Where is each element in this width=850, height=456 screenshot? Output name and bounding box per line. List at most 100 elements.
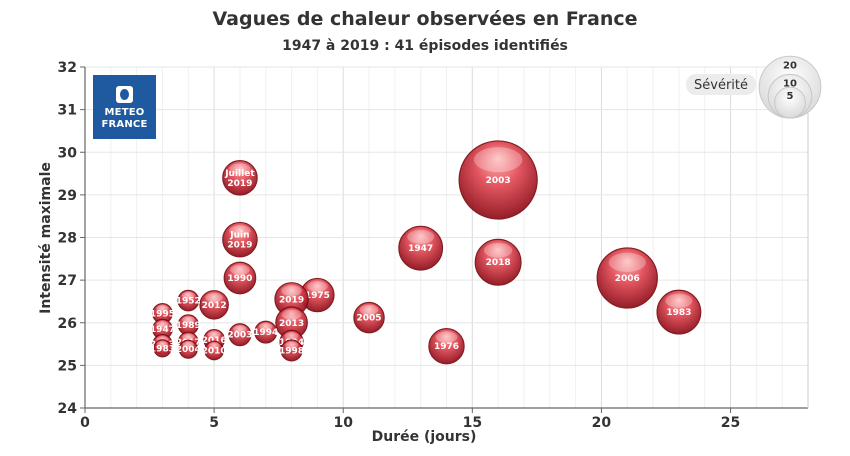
bubble-label: 1947 bbox=[408, 244, 433, 254]
y-tick-label: 32 bbox=[58, 60, 77, 76]
x-axis-label: Durée (jours) bbox=[372, 429, 477, 445]
bubble-label: 2013 bbox=[279, 319, 304, 329]
bubble-circle bbox=[199, 290, 229, 320]
bubble-circle bbox=[254, 320, 278, 344]
bubble-circle bbox=[474, 238, 522, 286]
bubble: 2018 bbox=[474, 238, 522, 286]
bubble-circle bbox=[353, 301, 385, 334]
bubble-label: 2019 bbox=[227, 179, 252, 189]
bubble-circle bbox=[596, 247, 658, 309]
bubble-label: 2019 bbox=[227, 241, 252, 251]
bubble: 1983 bbox=[656, 289, 702, 335]
bubble-highlight bbox=[608, 252, 646, 272]
axes: 0 5 10 15 20 25 24 25 26 27 28 29 30 31 32 bbox=[58, 60, 809, 431]
bubble-circle bbox=[177, 289, 200, 312]
y-tick-label: 26 bbox=[58, 316, 77, 332]
bubble: 2006 bbox=[596, 247, 658, 309]
legend-title: Sévérité bbox=[694, 78, 748, 93]
x-tick-label: 10 bbox=[333, 415, 353, 431]
bubble-highlight bbox=[229, 163, 251, 175]
bubble-highlight bbox=[207, 331, 221, 338]
bubble: 2003 bbox=[458, 140, 538, 220]
legend-size-circle bbox=[774, 86, 806, 119]
bubble-highlight bbox=[665, 293, 693, 308]
bubble-highlight bbox=[281, 309, 302, 320]
bubble-highlight bbox=[156, 320, 169, 328]
bubble: 2013 bbox=[275, 306, 308, 340]
bubble-label: 1947 bbox=[150, 325, 175, 335]
bubble-highlight bbox=[156, 305, 169, 312]
bubble-highlight bbox=[258, 322, 273, 330]
bubble: 2003 bbox=[227, 323, 252, 347]
bubble-highlight bbox=[182, 316, 195, 323]
bubble-label: 1990 bbox=[227, 274, 252, 284]
bubbles: 200320062018198319471976Juillet2019Juin2… bbox=[150, 140, 702, 365]
bubble: 1994 bbox=[253, 320, 278, 344]
y-tick-label: 31 bbox=[58, 103, 77, 119]
bubble: 1952 bbox=[176, 289, 201, 312]
bubble-circle bbox=[222, 160, 258, 196]
bubble-highlight bbox=[230, 264, 250, 275]
x-tick-label: 20 bbox=[592, 415, 612, 431]
bubble-highlight bbox=[307, 281, 328, 292]
x-tick-label: 25 bbox=[721, 415, 740, 431]
bubble-circle bbox=[656, 289, 702, 335]
y-tick-label: 28 bbox=[58, 231, 77, 247]
bubble-label: 2003 bbox=[486, 176, 511, 186]
logo-text-line-1: METEO bbox=[104, 107, 145, 118]
bubble: 1995 bbox=[150, 303, 175, 324]
bubble-label: 1976 bbox=[434, 342, 459, 352]
bubble-circle bbox=[204, 340, 224, 361]
bubble-label: 1989 bbox=[176, 321, 201, 331]
bubble-circle bbox=[428, 328, 465, 365]
bubble-circle bbox=[398, 225, 444, 271]
bubble-highlight bbox=[157, 341, 168, 347]
x-tick-label: 5 bbox=[209, 415, 219, 431]
bubble-label: Juillet bbox=[224, 169, 255, 179]
bubble: 1975 bbox=[300, 277, 335, 313]
bubble-highlight bbox=[483, 242, 513, 258]
bubble: 1947 bbox=[398, 225, 444, 271]
y-tick-label: 25 bbox=[58, 358, 77, 374]
bubble-label: 1995 bbox=[150, 309, 175, 319]
y-tick-label: 30 bbox=[58, 145, 78, 161]
x-tick-label: 0 bbox=[80, 415, 90, 431]
bubble-label: 1975 bbox=[305, 291, 330, 301]
bubble-highlight bbox=[285, 341, 299, 349]
bubble-label: Juin bbox=[229, 231, 249, 241]
x-tick-label: 15 bbox=[463, 415, 482, 431]
bubble-highlight bbox=[233, 325, 247, 333]
bubble-highlight bbox=[182, 341, 194, 348]
chart-title: Vagues de chaleur observées en France bbox=[212, 8, 638, 30]
bubble-highlight bbox=[182, 333, 195, 340]
bubble-highlight bbox=[208, 342, 220, 349]
bubble: 1990 bbox=[223, 261, 257, 295]
y-tick-label: 24 bbox=[58, 401, 78, 417]
bubble-circle bbox=[458, 140, 538, 220]
bubble-label: 1994 bbox=[253, 328, 278, 338]
bubble: 2010 bbox=[202, 340, 227, 361]
bubble-highlight bbox=[407, 229, 435, 244]
bubble-circle bbox=[178, 339, 198, 359]
bubble: 1998 bbox=[279, 339, 304, 362]
bubble: 1976 bbox=[428, 328, 465, 365]
bubble-label: 2018 bbox=[486, 258, 511, 268]
bubble: 2004 bbox=[176, 339, 201, 359]
bubble-label: 1983 bbox=[666, 308, 691, 318]
bubble-label: 1983 bbox=[150, 344, 175, 354]
meteo-france-logo-icon bbox=[116, 86, 133, 103]
bubble-highlight bbox=[181, 291, 195, 299]
bubble-label: 2010 bbox=[202, 346, 227, 356]
y-axis-label: Intensité maximale bbox=[38, 162, 54, 314]
bubble-circle bbox=[153, 339, 172, 358]
bubble-label: 2019 bbox=[279, 295, 304, 305]
bubble-highlight bbox=[435, 331, 458, 343]
legend-size-label: 10 bbox=[783, 78, 797, 89]
bubble-highlight bbox=[205, 292, 223, 303]
bubble-label: 1998 bbox=[279, 346, 304, 356]
y-tick-label: 27 bbox=[58, 273, 77, 289]
chart-subtitle: 1947 à 2019 : 41 épisodes identifiés bbox=[282, 38, 568, 54]
